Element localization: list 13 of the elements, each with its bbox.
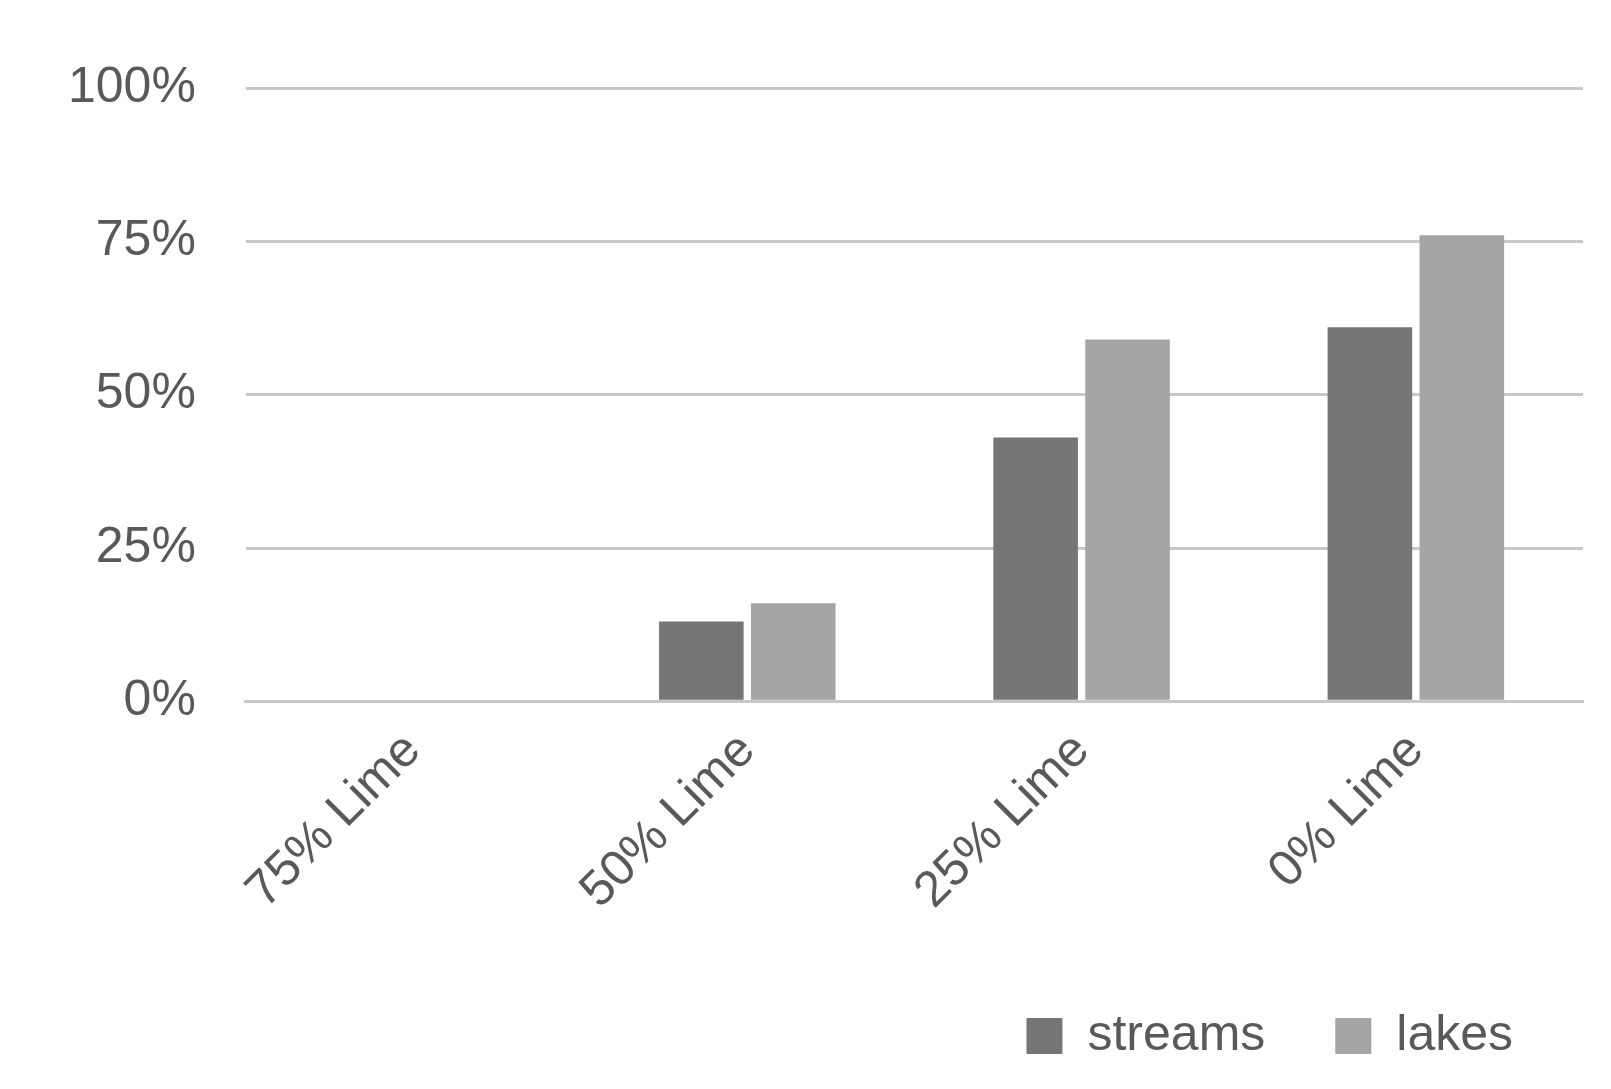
y-tick-label: 100%	[67, 56, 196, 113]
y-tick-label: 50%	[95, 363, 196, 420]
bar	[1419, 235, 1505, 700]
bar	[1327, 327, 1413, 700]
legend-label: lakes	[1396, 1004, 1514, 1061]
bar	[750, 603, 836, 700]
y-tick-label: 75%	[95, 210, 196, 267]
y-tick-label: 25%	[95, 516, 196, 573]
bar	[659, 621, 744, 700]
y-tick-label: 0%	[123, 670, 196, 727]
legend-label: streams	[1087, 1004, 1266, 1061]
bar	[1085, 339, 1170, 700]
bar	[993, 437, 1078, 700]
